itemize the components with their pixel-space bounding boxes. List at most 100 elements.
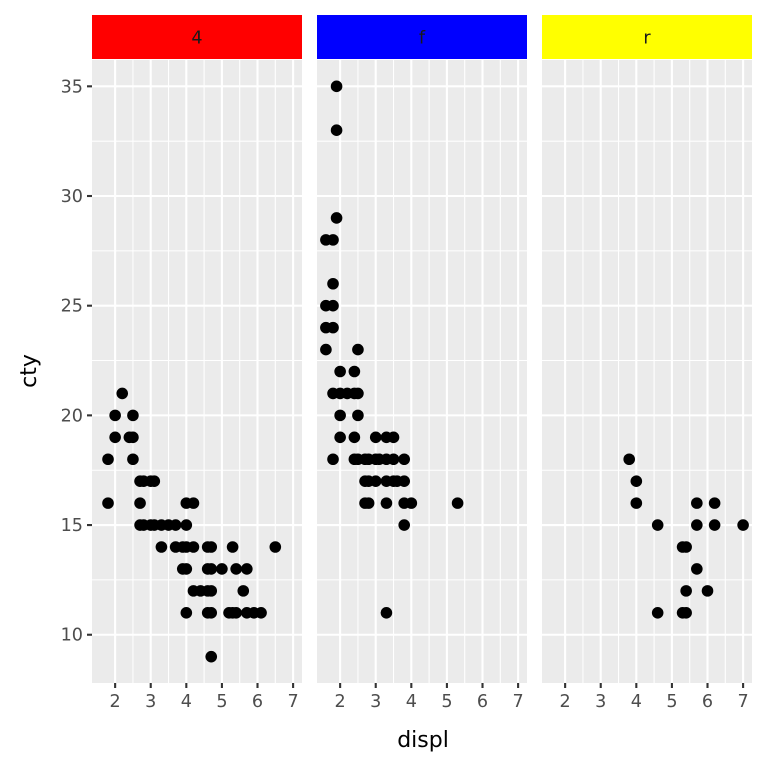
data-point <box>387 431 400 444</box>
facet-strip-f <box>317 15 527 59</box>
data-point <box>352 387 364 400</box>
data-point <box>241 563 253 575</box>
data-point <box>216 563 228 575</box>
facet-panel-4: 4 2 3 4 5 6 7 <box>92 15 302 712</box>
x-tick-label: 3 <box>595 692 606 712</box>
y-tick-label: 25 <box>61 297 83 317</box>
x-tick-label: 2 <box>110 692 121 712</box>
data-point <box>330 212 343 224</box>
data-point <box>102 453 114 466</box>
data-point <box>691 519 703 531</box>
x-tick-label: 7 <box>738 692 749 712</box>
data-point <box>127 453 139 466</box>
data-point <box>737 519 749 531</box>
facet-strip-4 <box>92 15 302 59</box>
data-point <box>701 585 714 597</box>
data-point <box>327 299 339 312</box>
data-point <box>398 453 411 466</box>
facet-strip-r <box>542 15 752 59</box>
x-tick-label: 7 <box>513 692 524 712</box>
y-axis-title: cty <box>17 354 42 388</box>
data-point <box>380 607 393 619</box>
panel-background <box>542 60 752 683</box>
data-point <box>352 343 364 356</box>
data-point <box>334 409 346 422</box>
x-tick-label: 5 <box>441 692 452 712</box>
data-point <box>327 453 339 466</box>
data-point <box>348 431 361 444</box>
x-tick-label: 6 <box>252 692 263 712</box>
data-point <box>348 365 361 378</box>
data-point <box>155 541 168 553</box>
data-point <box>255 607 267 619</box>
data-point <box>630 497 643 509</box>
data-point <box>205 650 218 663</box>
x-tick-label: 4 <box>181 692 192 712</box>
data-point <box>623 453 636 466</box>
data-point <box>169 519 182 531</box>
data-point <box>230 563 242 575</box>
y-tick-label: 10 <box>61 626 83 646</box>
x-axis-title: displ <box>397 728 449 753</box>
data-point <box>187 541 200 553</box>
panel-background <box>317 60 527 683</box>
data-point <box>380 497 393 509</box>
x-tick-label: 2 <box>560 692 571 712</box>
data-point <box>680 607 692 619</box>
data-point <box>205 585 218 597</box>
facet-panel-f: f 2 3 4 5 6 7 <box>317 15 527 712</box>
data-point <box>230 607 242 619</box>
data-point <box>327 234 339 246</box>
x-tick-label: 4 <box>631 692 642 712</box>
data-point <box>205 607 218 619</box>
x-tick-label: 5 <box>666 692 677 712</box>
panel-background <box>92 60 302 683</box>
x-tick-label: 3 <box>370 692 381 712</box>
x-tick-label: 5 <box>216 692 227 712</box>
data-point <box>109 431 121 444</box>
y-tick-label: 15 <box>61 516 83 536</box>
data-point <box>269 541 282 553</box>
data-point <box>691 563 703 575</box>
data-point <box>327 321 339 334</box>
data-point <box>369 475 382 487</box>
data-point <box>352 409 364 422</box>
data-point <box>320 343 332 356</box>
data-point <box>109 409 121 422</box>
data-point <box>398 519 411 531</box>
data-point <box>205 541 218 553</box>
data-point <box>180 607 193 619</box>
data-point <box>398 475 411 487</box>
data-point <box>330 124 343 136</box>
data-point <box>651 519 664 531</box>
data-point <box>148 475 161 487</box>
x-tick-label: 6 <box>477 692 488 712</box>
data-point <box>176 563 189 575</box>
x-tick-label: 4 <box>406 692 417 712</box>
facet-panels: 4 2 3 4 5 6 7 f 2 3 4 5 6 7 r 2 3 4 5 6 7 <box>92 15 752 712</box>
y-tick-label: 20 <box>61 406 83 426</box>
data-point <box>102 497 114 509</box>
facet-strip-label: 4 <box>191 29 202 49</box>
data-point <box>334 365 346 378</box>
data-point <box>180 519 193 531</box>
data-point <box>334 431 346 444</box>
x-tick-label: 2 <box>335 692 346 712</box>
data-point <box>127 409 139 422</box>
data-point <box>362 497 375 509</box>
data-point <box>691 497 703 509</box>
data-point <box>134 497 146 509</box>
data-point <box>330 80 343 93</box>
x-tick-label: 3 <box>145 692 156 712</box>
data-point <box>127 431 139 444</box>
data-point <box>226 541 239 553</box>
data-point <box>708 519 721 531</box>
data-point <box>680 541 692 553</box>
data-point <box>708 497 721 509</box>
data-point <box>237 585 250 597</box>
data-point <box>451 497 464 509</box>
facet-strip-label: f <box>419 29 426 49</box>
data-point <box>327 277 339 290</box>
data-point <box>116 387 129 400</box>
